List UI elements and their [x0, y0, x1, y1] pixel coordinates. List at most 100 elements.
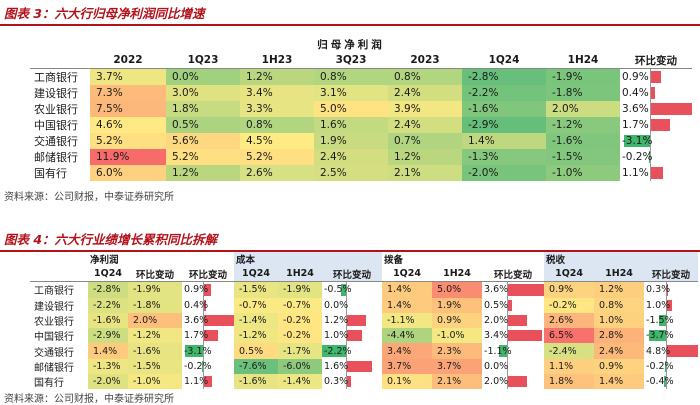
change-value: 1.6% [324, 360, 349, 372]
value-cell: -2.9% [462, 117, 546, 133]
value-cell: 1.8% [166, 101, 240, 117]
change-cell: 1.7% [620, 117, 692, 133]
change-bar [650, 71, 661, 83]
change-bar [648, 330, 666, 342]
sub-header: 1Q24 [88, 266, 128, 283]
value-cell: 2.8% [594, 328, 645, 344]
change-axis [665, 374, 667, 390]
value-cell: 3.9% [388, 101, 462, 117]
col-header: 2022 [90, 52, 166, 69]
value-cell: 0.8% [240, 117, 314, 133]
value-cell: -2.9% [88, 328, 128, 344]
change-value: 1.2% [324, 315, 349, 327]
change-cell: 0.9% [620, 69, 692, 85]
change-bar [506, 284, 545, 296]
value-cell: -2.0% [88, 374, 128, 390]
change-bar [624, 135, 651, 147]
bank-name: 工商银行 [34, 71, 78, 84]
value-cell: -1.4% [234, 312, 278, 329]
change-value: 1.7% [622, 119, 649, 131]
value-cell: 0.7% [388, 133, 462, 149]
value-cell: 7.3% [90, 85, 166, 101]
value-cell: 0.8% [594, 297, 645, 313]
change-bar [201, 360, 203, 373]
sub-header: 环比变动 [482, 266, 545, 283]
figure-3-source: 资料来源：公司财报，中泰证券研究所 [4, 192, 174, 203]
value-cell: 4.5% [240, 133, 314, 149]
change-cell: -3.1% [620, 133, 692, 149]
table-row: 工商银行 -2.8% -1.9% 0.9% -1.5% -1.9% -0.5% 1.4% 5.0… [30, 281, 698, 298]
change-cell: 3.4% [482, 328, 544, 344]
change-bar [184, 345, 203, 357]
value-cell: -1.9% [278, 281, 322, 298]
value-cell: 3.3% [240, 101, 314, 117]
value-cell: -1.0% [546, 165, 620, 181]
change-value: 2.0% [484, 315, 509, 327]
value-cell: 3.7% [432, 358, 483, 375]
change-value: 2.0% [484, 376, 509, 388]
change-axis [346, 343, 347, 359]
value-cell: -4.4% [382, 328, 433, 344]
sub-header: 1H24 [278, 266, 322, 283]
change-axis [665, 328, 667, 344]
bank-name: 交通银行 [34, 135, 78, 148]
change-bar [650, 87, 655, 99]
change-bar [202, 314, 234, 327]
change-value: -0.2% [646, 360, 674, 372]
change-axis [506, 312, 508, 329]
value-cell: -1.3% [88, 358, 128, 375]
value-cell: 3.4% [240, 85, 314, 101]
change-value: 0.9% [184, 284, 209, 296]
change-value: 0.9% [622, 71, 649, 83]
bank-name: 国有行 [34, 378, 64, 390]
table-row: 邮储银行 11.9% 5.2% 5.2% 2.4% 1.2% -1.3% -1.5% -0.2% [30, 149, 692, 165]
change-axis [650, 101, 652, 117]
change-value: 1.1% [184, 376, 209, 388]
change-bar [202, 330, 218, 342]
change-cell: 4.8% [644, 343, 699, 359]
change-axis [650, 117, 652, 133]
change-value: 3.6% [184, 315, 209, 327]
group-cost: 成本 [234, 252, 383, 266]
value-cell: 1.9% [432, 297, 483, 313]
change-cell: -3.7% [644, 328, 698, 344]
change-value: 1.0% [324, 330, 349, 342]
change-bar [665, 299, 673, 311]
change-axis [346, 328, 347, 344]
value-cell: 1.4% [382, 281, 433, 298]
value-cell: -0.2% [278, 312, 322, 329]
value-cell: -7.6% [234, 358, 278, 375]
figure-4-title: 图表 4：六大行业绩增长累积同比拆解 [4, 232, 218, 247]
value-cell: -1.9% [546, 68, 620, 85]
change-bar [346, 376, 351, 388]
value-cell: -1.4% [278, 374, 322, 390]
sub-header: 环比变动 [322, 266, 383, 283]
change-cell: 0.3% [644, 282, 698, 298]
value-cell: 5.2% [166, 149, 240, 165]
bank-name: 国有行 [34, 167, 67, 180]
value-cell: 0.5% [234, 343, 278, 359]
value-cell: -1.2% [234, 328, 278, 344]
value-cell: 0.9% [432, 312, 483, 329]
col-header: 1H23 [240, 52, 314, 69]
change-value: -0.5% [324, 284, 352, 296]
change-value: -0.2% [184, 360, 212, 372]
value-cell: 2.3% [432, 343, 483, 359]
change-value: 0.4% [622, 87, 649, 99]
value-cell: 7.5% [90, 101, 166, 117]
col-header: 环比变动 [620, 52, 692, 69]
change-cell: 1.6% [322, 358, 382, 375]
table-row: 工商银行 3.7% 0.0% 1.2% 0.8% 0.8% -2.8% -1.9% 0.9% [30, 68, 692, 85]
change-bar [499, 345, 507, 357]
col-header: 3Q23 [314, 52, 388, 69]
value-cell: -0.7% [234, 297, 278, 313]
table-row: 建设银行 -2.2% -1.8% 0.4% -0.7% -0.7% 0.0% 1.4% 1.9%… [30, 297, 698, 313]
col-header: 1Q23 [166, 52, 240, 69]
change-bar [202, 284, 211, 296]
group-tax: 税收 [544, 252, 699, 266]
change-cell: -0.4% [644, 374, 698, 390]
value-cell: -2.2% [88, 297, 128, 313]
change-bar [346, 360, 373, 373]
change-value: 1.7% [184, 330, 209, 342]
value-cell: 2.5% [314, 165, 388, 181]
